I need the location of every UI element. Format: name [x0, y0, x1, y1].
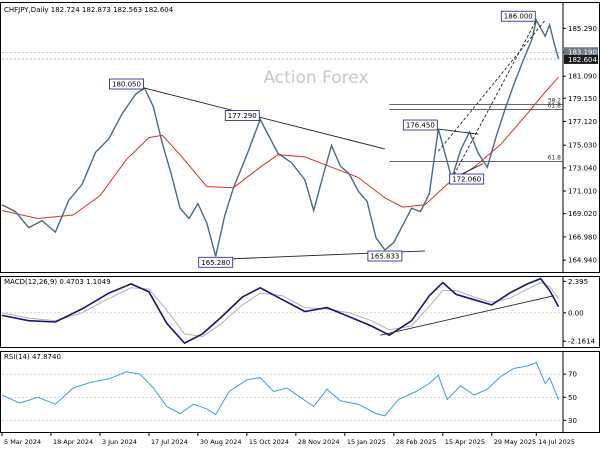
- x-tick-label: 29 May 2025: [494, 438, 536, 446]
- x-tick-label: 28 Nov 2024: [298, 438, 340, 446]
- rsi-y-tick-label: 50: [568, 394, 577, 402]
- price-y-tick-label: 177.120: [568, 118, 597, 126]
- moving-average-line: [1, 76, 559, 220]
- price-annotation-label: 165.280: [201, 259, 230, 267]
- price-annotation-label: 172.060: [452, 176, 481, 184]
- x-tick-label: 15 Apr 2025: [445, 438, 485, 446]
- price-annotation-box: [224, 110, 260, 121]
- price-y-tick-label: 179.150: [568, 95, 597, 103]
- price-annotation-box: [449, 173, 485, 185]
- macd-panel-label: MACD(12,26,9) 0.4703 1.1049: [4, 278, 111, 286]
- x-tick-label: 15 Oct 2024: [249, 438, 289, 446]
- dashed-trendline: [451, 20, 537, 180]
- x-tick-label: 15 Jan 2025: [347, 438, 386, 446]
- macd-y-tick-label: 0.00: [568, 309, 584, 317]
- price-panel-frame: [0, 2, 600, 273]
- x-tick-label: 28 Feb 2025: [396, 438, 436, 446]
- price-annotation-label: 165.833: [370, 253, 399, 261]
- price-annotation-label: 177.290: [228, 112, 257, 120]
- price-y-tick-label: 173.040: [568, 164, 597, 172]
- prev-close-tag: [564, 47, 598, 57]
- price-annotation-label: 176.450: [406, 122, 435, 130]
- price-annotation-box: [198, 256, 234, 268]
- macd-line: [1, 277, 560, 345]
- price-annotation-box: [500, 10, 536, 22]
- price-annotation-box: [367, 250, 403, 262]
- fib-level-label: 38.2: [548, 98, 562, 105]
- macd-trendline: [380, 295, 555, 336]
- fib-level-label: 61.8: [548, 103, 562, 110]
- rsi-y-tick-label: 70: [568, 371, 577, 379]
- price-y-tick-label: 166.980: [568, 233, 597, 241]
- price-y-tick-label: 185.290: [568, 25, 597, 33]
- price-y-tick-label: 171.010: [568, 188, 597, 196]
- price-annotation-box: [109, 78, 144, 90]
- price-y-tick-label: 169.020: [568, 210, 597, 218]
- trendline: [438, 128, 479, 135]
- x-tick-label: 14 Jul 2025: [538, 438, 575, 446]
- rsi-line: [1, 361, 559, 417]
- x-tick-label: 18 Apr 2024: [53, 438, 93, 446]
- price-y-tick-label: 175.030: [568, 142, 597, 150]
- macd-y-tick-label: 2.395: [568, 278, 588, 286]
- price-annotation-label: 186.000: [504, 13, 533, 21]
- x-tick-label: 3 Jun 2024: [102, 438, 137, 446]
- dashed-trendline: [437, 19, 546, 152]
- prev-close-tag-label: 183.190: [568, 49, 597, 57]
- chart-symbol-line: CHFJPY,Daily 182.724 182.873 182.563 182…: [4, 6, 174, 14]
- current-price-tag-label: 182.604: [568, 56, 597, 64]
- price-y-tick-label: 181.090: [568, 73, 597, 81]
- macd-signal-line: [1, 282, 559, 338]
- price-annotation-label: 180.050: [112, 81, 141, 89]
- rsi-y-tick-label: 30: [568, 417, 577, 425]
- macd-panel-frame: [0, 276, 600, 348]
- price-annotation-box: [402, 119, 438, 131]
- current-price-tag: [564, 54, 598, 64]
- rsi-panel-label: RSI(14) 47.8740: [4, 353, 61, 361]
- x-tick-label: 17 Jul 2024: [151, 438, 188, 446]
- price-y-tick-label: 164.940: [568, 257, 597, 265]
- chart-watermark: Action Forex: [263, 68, 368, 88]
- x-tick-label: 30 Aug 2024: [200, 438, 242, 446]
- trendline: [144, 87, 386, 150]
- price-line: [1, 18, 560, 257]
- fib-level-label: 61.8: [548, 154, 562, 161]
- x-tick-label: 5 Mar 2024: [4, 438, 41, 446]
- macd-y-tick-label: -2.1614: [568, 338, 596, 346]
